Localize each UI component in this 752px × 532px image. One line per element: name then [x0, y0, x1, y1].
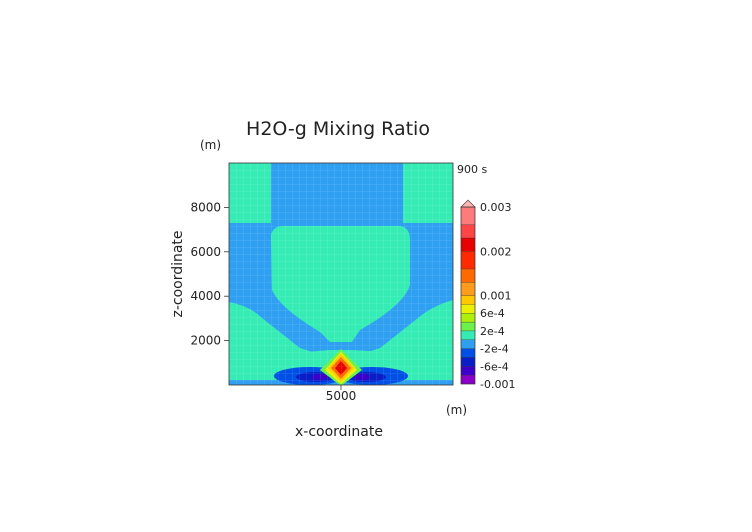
x-unit-label: (m) — [446, 403, 467, 417]
y-tick-label: 4000 — [190, 289, 221, 303]
colorbar-swatch — [460, 268, 476, 283]
chart-title: H2O-g Mixing Ratio — [246, 118, 430, 140]
colorbar-swatch — [460, 295, 476, 305]
colorbar-swatch — [460, 330, 476, 340]
y-unit-label: (m) — [200, 138, 221, 152]
colorbar-swatch — [460, 206, 476, 225]
colorbar-swatch — [460, 313, 476, 323]
y-tick-label: 6000 — [190, 245, 221, 259]
colorbar-swatch — [460, 357, 476, 367]
colorbar: 0.003 0.002 0.001 6e-4 2e-4 -2e-4 -6e-4 -0.001 — [460, 199, 515, 391]
colorbar-frame — [460, 206, 476, 385]
colorbar-tick-label: -6e-4 — [480, 360, 509, 373]
colorbar-swatch — [460, 251, 476, 270]
x-axis-ticks: 5000 — [326, 385, 357, 403]
colorbar-swatch — [460, 339, 476, 349]
grid-overlay — [229, 163, 453, 385]
colorbar-tick-label: -2e-4 — [480, 343, 509, 356]
y-axis-label: z-coordinate — [170, 230, 186, 317]
y-tick-label: 8000 — [190, 200, 221, 214]
plot-area — [228, 162, 454, 386]
x-tick-label: 5000 — [326, 389, 357, 403]
colorbar-swatch — [460, 224, 476, 239]
colorbar-tick-label: -0.001 — [480, 378, 515, 391]
colorbar-extend-triangle — [460, 199, 476, 208]
colorbar-tick-label: 6e-4 — [480, 307, 505, 320]
colorbar-tick-label: 0.002 — [480, 245, 512, 258]
colorbar-tick-label: 0.003 — [480, 201, 512, 214]
time-label: 900 s — [457, 163, 487, 176]
colorbar-swatch — [460, 282, 476, 296]
colorbar-swatch — [460, 304, 476, 314]
colorbar-swatch — [460, 348, 476, 358]
colorbar-swatch — [460, 237, 476, 252]
x-axis-label: x-coordinate — [295, 424, 383, 440]
y-axis-ticks: 2000 4000 6000 8000 — [190, 200, 229, 348]
colorbar-swatch — [460, 366, 476, 376]
colorbar-tick-label: 2e-4 — [480, 325, 505, 338]
colorbar-swatch — [460, 321, 476, 332]
colorbar-swatch — [460, 374, 476, 385]
colorbar-tick-label: 0.001 — [480, 290, 512, 303]
y-tick-label: 2000 — [190, 334, 221, 348]
